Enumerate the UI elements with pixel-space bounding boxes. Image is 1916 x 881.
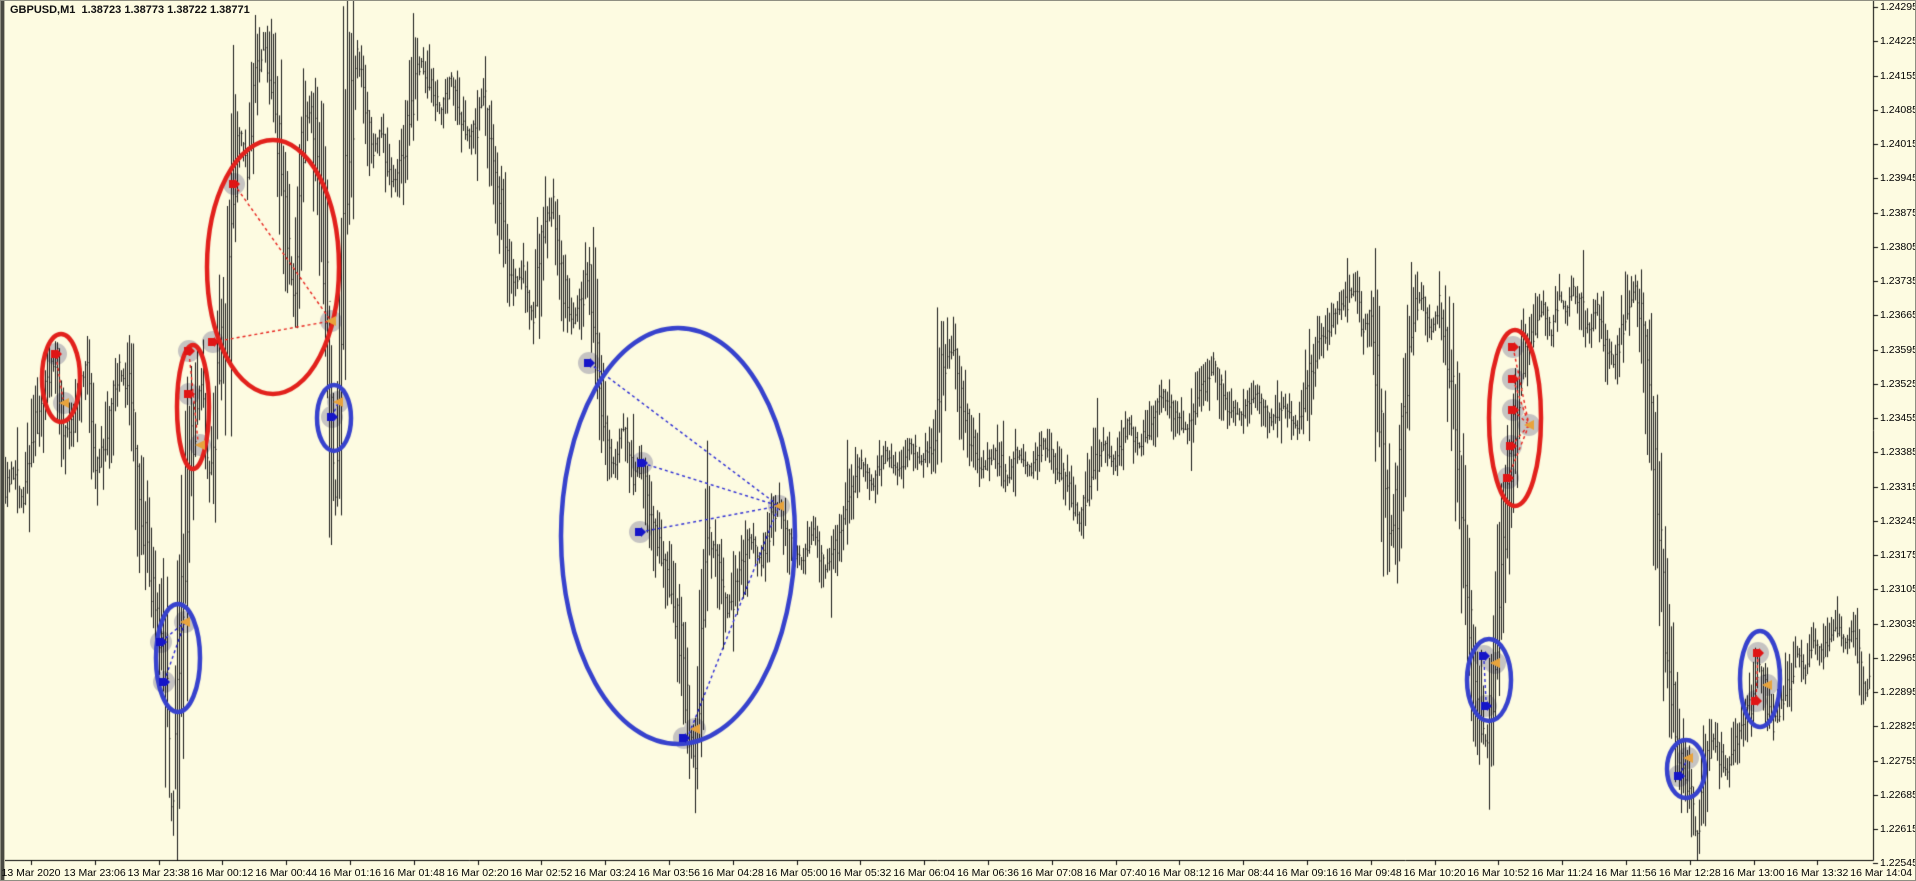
price-axis-label: 1.23385 bbox=[1880, 446, 1916, 459]
price-axis-label: 1.23735 bbox=[1880, 275, 1916, 287]
time-axis-label: 16 Mar 14:04 bbox=[1850, 867, 1913, 879]
price-axis-label: 1.22685 bbox=[1880, 788, 1916, 801]
price-axis-label: 1.23945 bbox=[1880, 172, 1916, 185]
time-axis-label: 13 Mar 2020 bbox=[1, 867, 61, 879]
price-axis-label: 1.24295 bbox=[1880, 1, 1916, 13]
time-axis-label: 16 Mar 08:44 bbox=[1212, 867, 1275, 879]
price-axis-label: 1.24085 bbox=[1880, 103, 1916, 116]
price-axis-label: 1.23105 bbox=[1880, 583, 1916, 596]
time-axis-label: 16 Mar 02:20 bbox=[446, 867, 509, 879]
time-axis-label: 16 Mar 01:48 bbox=[382, 867, 445, 879]
price-axis-label: 1.22545 bbox=[1880, 857, 1916, 870]
price-axis-label: 1.23245 bbox=[1880, 514, 1916, 527]
time-axis-label: 16 Mar 09:48 bbox=[1339, 867, 1402, 879]
time-axis-label: 16 Mar 05:32 bbox=[829, 867, 892, 879]
price-axis-label: 1.23035 bbox=[1880, 617, 1916, 630]
chart-symbol-title: GBPUSD,M1 1.38723 1.38773 1.38722 1.3877… bbox=[10, 4, 250, 16]
price-axis-label: 1.23595 bbox=[1880, 343, 1916, 356]
price-axis-label: 1.22825 bbox=[1880, 720, 1916, 733]
price-axis-label: 1.23805 bbox=[1880, 240, 1916, 253]
price-axis-label: 1.24155 bbox=[1880, 69, 1916, 82]
time-axis-label: 16 Mar 01:16 bbox=[319, 867, 381, 879]
time-axis-label: 16 Mar 06:04 bbox=[893, 867, 956, 879]
price-axis-label: 1.23175 bbox=[1880, 549, 1916, 561]
window-border-left bbox=[1, 1, 5, 880]
time-axis-label: 16 Mar 13:32 bbox=[1786, 867, 1849, 879]
price-axis-label: 1.23875 bbox=[1880, 206, 1916, 219]
time-axis-label: 16 Mar 07:40 bbox=[1084, 867, 1147, 879]
time-axis-label: 16 Mar 06:36 bbox=[957, 867, 1019, 879]
time-axis-label: 16 Mar 00:12 bbox=[191, 867, 254, 879]
time-axis-label: 16 Mar 04:28 bbox=[701, 867, 764, 879]
price-axis-label: 1.23665 bbox=[1880, 309, 1916, 322]
time-axis-label: 16 Mar 05:00 bbox=[765, 867, 828, 879]
time-axis-label: 16 Mar 00:44 bbox=[255, 867, 318, 879]
time-axis-label: 16 Mar 10:20 bbox=[1403, 867, 1466, 879]
time-axis-label: 13 Mar 23:06 bbox=[63, 867, 126, 879]
price-axis-label: 1.24015 bbox=[1880, 138, 1916, 150]
time-axis-label: 16 Mar 09:16 bbox=[1276, 867, 1338, 879]
time-axis-label: 16 Mar 11:56 bbox=[1595, 867, 1657, 879]
price-axis-label: 1.23315 bbox=[1880, 480, 1916, 493]
price-axis-label: 1.24225 bbox=[1880, 35, 1916, 48]
time-axis-label: 16 Mar 12:28 bbox=[1658, 867, 1721, 879]
time-axis-label: 16 Mar 03:56 bbox=[638, 867, 700, 879]
price-axis-label: 1.22755 bbox=[1880, 754, 1916, 767]
price-axis-label: 1.22895 bbox=[1880, 686, 1916, 698]
time-axis-label: 16 Mar 11:24 bbox=[1531, 867, 1593, 879]
price-axis-label: 1.22615 bbox=[1880, 823, 1916, 835]
time-axis-label: 16 Mar 02:52 bbox=[510, 867, 573, 879]
price-axis-label: 1.23455 bbox=[1880, 412, 1916, 424]
time-axis-label: 13 Mar 23:38 bbox=[127, 867, 190, 879]
price-axis-label: 1.22965 bbox=[1880, 651, 1916, 664]
price-axis-label: 1.23525 bbox=[1880, 377, 1916, 390]
time-axis-label: 16 Mar 07:08 bbox=[1020, 867, 1083, 879]
time-axis-label: 16 Mar 03:24 bbox=[574, 867, 637, 879]
time-axis-label: 16 Mar 13:00 bbox=[1722, 867, 1785, 879]
time-axis-label: 16 Mar 08:12 bbox=[1148, 867, 1211, 879]
time-axis-label: 16 Mar 10:52 bbox=[1467, 867, 1530, 879]
